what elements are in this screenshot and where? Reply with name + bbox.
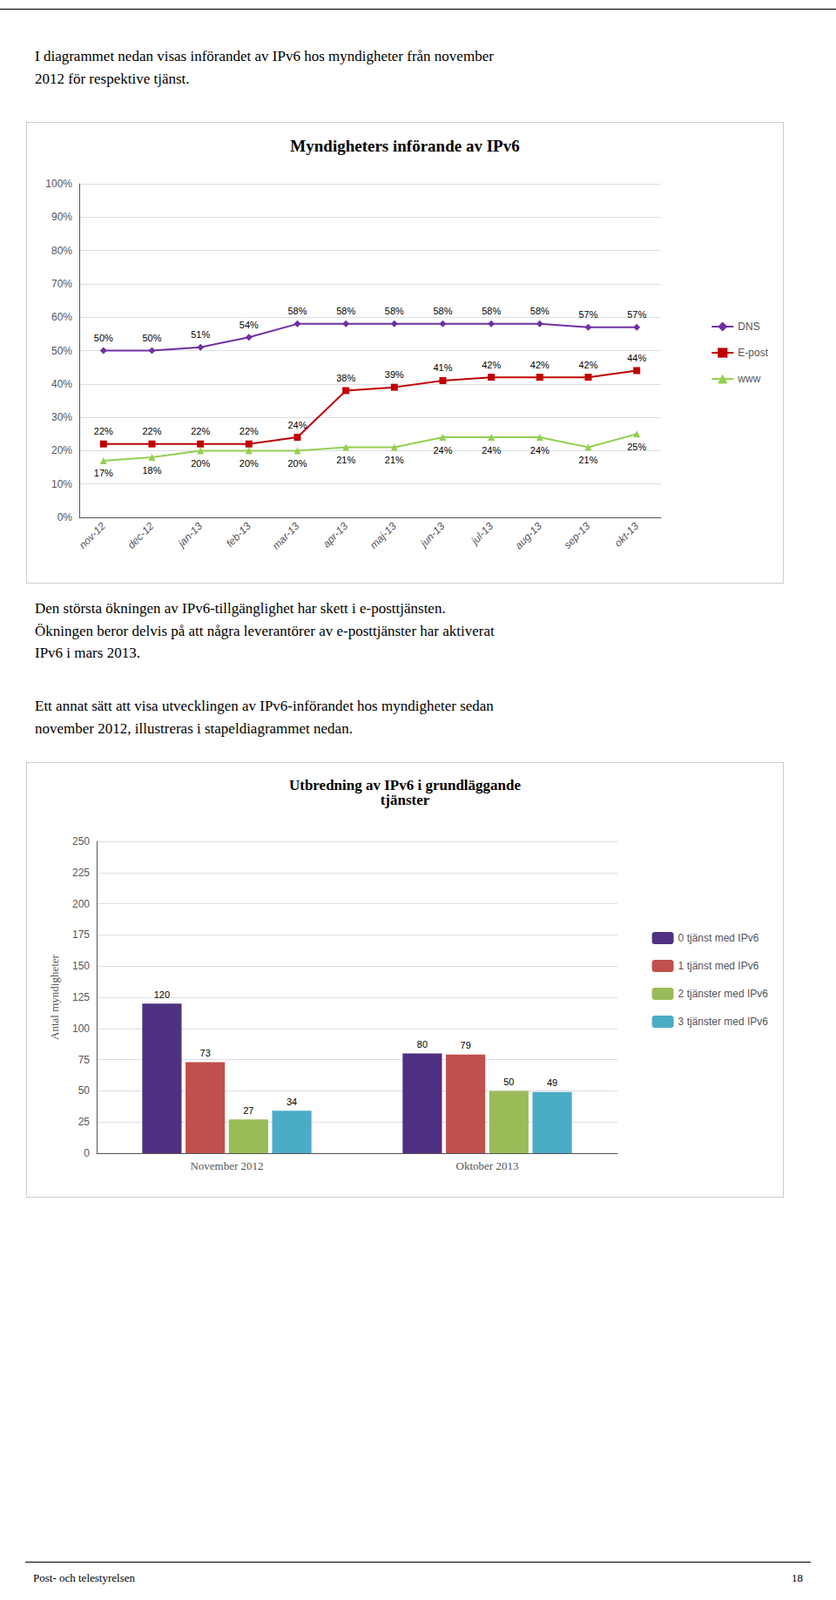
svg-text:175: 175 — [72, 928, 90, 941]
svg-text:25%: 25% — [627, 441, 647, 452]
svg-text:200: 200 — [72, 897, 90, 911]
svg-text:42%: 42% — [481, 359, 501, 371]
svg-text:57%: 57% — [627, 309, 647, 320]
svg-text:22%: 22% — [190, 425, 210, 437]
svg-text:58%: 58% — [384, 305, 405, 317]
svg-text:58%: 58% — [530, 305, 550, 317]
svg-text:18%: 18% — [141, 465, 162, 476]
svg-text:www: www — [736, 372, 761, 385]
svg-text:58%: 58% — [481, 305, 501, 317]
svg-text:22%: 22% — [141, 425, 162, 437]
svg-text:80%: 80% — [51, 244, 73, 257]
html-text:Den största ökningen av IPv6-t: Den största ökningen av IPv6-tillgänglig… — [34, 600, 495, 661]
svg-text:jun-13: jun-13 — [417, 519, 448, 551]
svg-text:80: 80 — [417, 1038, 428, 1050]
svg-text:120: 120 — [154, 989, 170, 1000]
svg-text:90%: 90% — [51, 210, 73, 223]
svg-text:10%: 10% — [51, 478, 73, 491]
svg-text:dec-12: dec-12 — [125, 519, 157, 552]
svg-text:21%: 21% — [336, 454, 356, 466]
svg-text:mar-13: mar-13 — [269, 519, 303, 553]
svg-text:42%: 42% — [578, 359, 598, 371]
svg-text:0%: 0% — [57, 511, 74, 524]
svg-text:nov-12: nov-12 — [76, 519, 108, 552]
svg-text:1 tjänst med IPv6: 1 tjänst med IPv6 — [678, 959, 760, 972]
svg-text:aug-13: aug-13 — [512, 519, 545, 553]
svg-text:20%: 20% — [51, 444, 73, 457]
svg-text:24%: 24% — [530, 444, 550, 456]
svg-text:50%: 50% — [94, 332, 114, 344]
svg-text:jan-13: jan-13 — [174, 519, 205, 551]
svg-text:21%: 21% — [578, 454, 598, 466]
svg-text:250: 250 — [72, 835, 90, 848]
svg-text:jul-13: jul-13 — [467, 519, 496, 548]
svg-text:24%: 24% — [287, 419, 307, 431]
html-text:I diagrammet nedan visas inför: I diagrammet nedan visas införandet av I… — [34, 47, 494, 87]
svg-text:50: 50 — [503, 1076, 514, 1087]
svg-text:0 tjänst med IPv6: 0 tjänst med IPv6 — [678, 931, 760, 944]
svg-text:17%: 17% — [94, 467, 114, 479]
svg-text:3 tjänster med IPv6: 3 tjänster med IPv6 — [678, 1015, 769, 1028]
svg-text:42%: 42% — [530, 359, 550, 371]
svg-text:Oktober 2013: Oktober 2013 — [456, 1159, 520, 1173]
svg-text:sep-13: sep-13 — [561, 519, 594, 552]
svg-text:E-post: E-post — [737, 346, 769, 359]
html-text:18: 18 — [791, 1570, 803, 1585]
svg-text:20%: 20% — [287, 458, 307, 469]
svg-text:70%: 70% — [51, 277, 73, 290]
svg-text:73: 73 — [200, 1047, 211, 1059]
svg-text:38%: 38% — [336, 372, 356, 384]
svg-text:54%: 54% — [239, 319, 259, 331]
svg-text:60%: 60% — [51, 310, 73, 324]
svg-text:49: 49 — [546, 1077, 558, 1088]
svg-text:24%: 24% — [481, 444, 501, 456]
svg-text:2 tjänster med IPv6: 2 tjänster med IPv6 — [678, 987, 769, 1000]
svg-text:58%: 58% — [336, 305, 356, 317]
svg-text:22%: 22% — [239, 425, 259, 437]
svg-text:okt-13: okt-13 — [612, 519, 642, 550]
svg-text:150: 150 — [72, 959, 90, 972]
html-text:Ett annat sätt att visa utveck: Ett annat sätt att visa utvecklingen av … — [34, 697, 494, 737]
svg-text:22%: 22% — [94, 425, 114, 437]
svg-text:225: 225 — [72, 866, 90, 879]
svg-text:57%: 57% — [578, 309, 598, 320]
svg-text:100: 100 — [72, 1022, 90, 1035]
svg-text:51%: 51% — [190, 329, 210, 340]
svg-text:maj-13: maj-13 — [367, 519, 399, 552]
svg-text:44%: 44% — [627, 352, 647, 364]
svg-text:41%: 41% — [432, 362, 452, 373]
svg-text:58%: 58% — [432, 305, 452, 317]
svg-text:24%: 24% — [432, 444, 452, 456]
svg-text:25: 25 — [78, 1115, 91, 1128]
html-text:Post- och telestyrelsen: Post- och telestyrelsen — [33, 1570, 135, 1585]
svg-text:50%: 50% — [141, 332, 162, 344]
svg-text:tjänster: tjänster — [380, 791, 431, 809]
svg-text:DNS: DNS — [737, 320, 760, 333]
svg-text:November 2012: November 2012 — [189, 1159, 263, 1173]
svg-text:0: 0 — [83, 1146, 90, 1160]
svg-text:100%: 100% — [45, 177, 73, 190]
svg-text:Myndigheters införande av IPv6: Myndigheters införande av IPv6 — [289, 136, 520, 156]
svg-text:58%: 58% — [287, 305, 307, 317]
svg-text:75: 75 — [78, 1053, 91, 1066]
svg-text:50: 50 — [78, 1084, 91, 1097]
svg-text:79: 79 — [460, 1039, 472, 1051]
svg-text:40%: 40% — [51, 377, 73, 391]
svg-text:34: 34 — [286, 1096, 297, 1107]
svg-text:20%: 20% — [239, 458, 259, 469]
svg-text:30%: 30% — [51, 411, 73, 424]
svg-text:apr-13: apr-13 — [320, 519, 351, 550]
svg-text:39%: 39% — [384, 369, 405, 380]
svg-text:21%: 21% — [384, 454, 405, 466]
svg-text:125: 125 — [72, 991, 90, 1004]
svg-text:Utbredning av IPv6 i grundlägg: Utbredning av IPv6 i grundläggande — [289, 776, 521, 794]
svg-text:20%: 20% — [190, 458, 210, 469]
svg-text:Antal myndigheter: Antal myndigheter — [47, 953, 61, 1040]
svg-text:27: 27 — [242, 1105, 254, 1116]
svg-text:feb-13: feb-13 — [223, 519, 254, 550]
svg-text:50%: 50% — [51, 344, 73, 358]
